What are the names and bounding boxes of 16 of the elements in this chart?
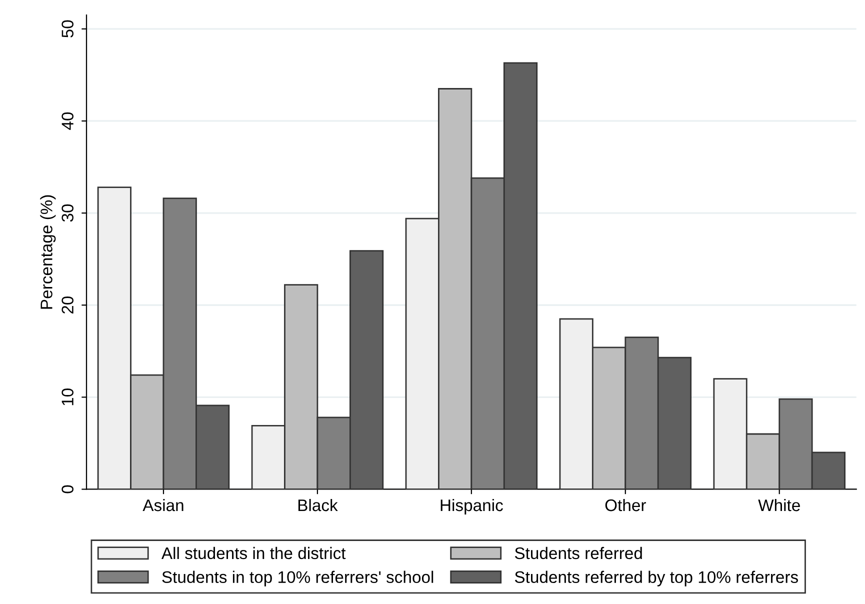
x-tick-label: Other (605, 498, 646, 512)
x-tick-label: Black (298, 498, 338, 512)
y-tick-label: 30 (62, 204, 74, 222)
y-tick-label: 0 (62, 485, 74, 494)
x-tick-label: Asian (142, 498, 184, 512)
y-tick-label: 40 (62, 112, 74, 130)
y-tick-label: 10 (62, 388, 74, 406)
y-tick-label: 50 (62, 20, 74, 38)
y-tick-label: 20 (62, 296, 74, 314)
x-tick-label: White (758, 498, 800, 512)
legend-label: All students in the district (161, 546, 346, 560)
y-axis-title: Percentage (%) (40, 195, 56, 309)
x-tick-label: Hispanic (440, 498, 503, 514)
legend-label: Students referred by top 10% referrers (514, 570, 798, 586)
legend-label: Students in top 10% referrers' school (162, 570, 434, 586)
legend-label: Students referred (514, 546, 642, 560)
